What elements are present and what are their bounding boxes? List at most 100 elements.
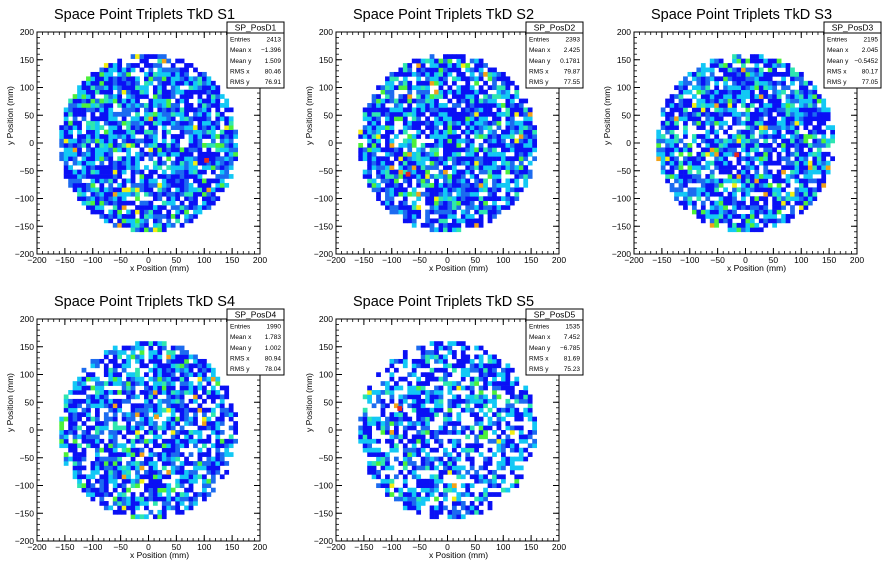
histogram-bin [175,89,181,95]
histogram-bin [152,350,158,355]
histogram-bin [144,372,149,378]
histogram-bin [77,147,82,153]
histogram-bin [443,218,448,224]
histogram-bin [108,461,114,466]
histogram-bin [767,209,773,215]
histogram-bin [700,209,706,215]
histogram-bin [112,425,118,431]
x-tick-label: −150 [354,542,373,552]
histogram-bin [714,85,720,91]
histogram-bin [170,505,176,511]
histogram-bin [723,143,728,148]
stats-label: RMS y [230,366,250,373]
histogram-bin [402,501,408,506]
histogram-bin [152,438,158,444]
histogram-bin [376,474,381,480]
histogram-bin [407,120,413,126]
histogram-bin [469,430,475,435]
histogram-bin [117,85,123,91]
histogram-bin [492,492,497,497]
histogram-bin [443,191,448,197]
histogram-bin [86,85,91,91]
histogram-bin [376,456,381,462]
histogram-bin [505,143,511,148]
histogram-bin [407,156,413,162]
histogram-bin [197,407,203,413]
histogram-bin [86,407,91,413]
histogram-bin [678,182,684,188]
histogram-bin [487,120,493,126]
histogram-bin [215,94,221,99]
histogram-bin [166,447,172,453]
histogram-bin [144,111,149,117]
histogram-bin [469,461,475,466]
histogram-bin [429,514,435,520]
histogram-bin [188,474,194,480]
histogram-bin [447,111,453,117]
histogram-bin [776,120,782,126]
stats-label: Entries [529,37,550,44]
histogram-bin [179,438,185,444]
histogram-bin [86,425,91,431]
histogram-bin [501,156,506,162]
histogram-bin [487,156,493,162]
histogram-bin [438,134,444,139]
histogram-bin [206,129,212,135]
histogram-bin [776,174,782,179]
histogram-bin [407,63,413,68]
histogram-bin [447,58,453,64]
histogram-bin [816,151,822,157]
histogram-bin [108,147,114,153]
histogram-bin [443,376,448,382]
histogram-bin [683,191,688,197]
histogram-bin [429,465,435,471]
histogram-bin [121,496,127,502]
histogram-bin [228,134,234,139]
histogram-bin [179,403,185,409]
histogram-bin [407,165,413,170]
stats-value: 80.46 [265,68,282,75]
histogram-bin [135,496,140,502]
histogram-bin [745,58,751,64]
histogram-bin [501,85,506,91]
histogram-bin [732,134,737,139]
histogram-bin [523,438,529,444]
histogram-bin [732,85,737,91]
histogram-bin [135,465,140,471]
histogram-bin [487,138,493,144]
histogram-bin [219,174,225,179]
histogram-bin [121,107,127,113]
histogram-bin [219,443,225,449]
histogram-bin [367,111,372,117]
histogram-bin [170,372,176,378]
histogram-bin [790,205,795,210]
histogram-bin [135,196,140,202]
histogram-bin [144,89,149,95]
histogram-bin [523,385,529,391]
histogram-bin [518,438,524,444]
histogram-bin [103,447,109,453]
histogram-bin [166,376,172,382]
histogram-bin [456,469,462,475]
histogram-bin [429,71,435,77]
stats-value: 1.509 [265,58,282,65]
histogram-bin [483,394,488,400]
histogram-bin [514,381,520,386]
histogram-bin [709,209,715,215]
histogram-bin [166,111,172,117]
histogram-bin [86,174,91,179]
histogram-bin [803,151,809,157]
histogram-bin [465,165,471,170]
histogram-bin [179,129,185,135]
histogram-bin [483,187,488,193]
histogram-bin [425,76,430,82]
histogram-bin [68,111,73,117]
histogram-bin [821,116,827,122]
histogram-bin [665,103,670,108]
histogram-bin [148,227,154,233]
histogram-bin [438,94,444,99]
histogram-bin [438,209,444,215]
histogram-panel-4: Space Point Triplets TkD S4−200 −150 −100−… [5,294,285,560]
histogram-bin [202,438,207,444]
histogram-bin [478,385,484,391]
